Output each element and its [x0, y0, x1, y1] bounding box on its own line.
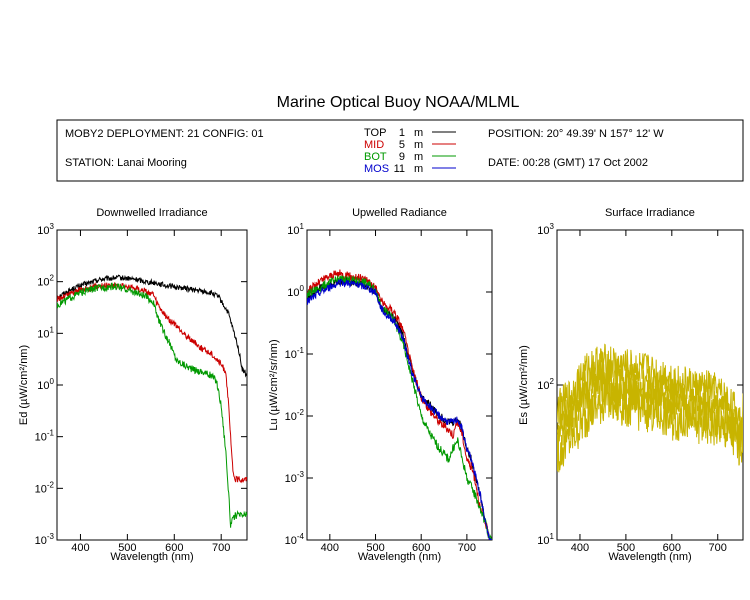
legend-depth: 11: [394, 163, 405, 175]
series-line: [57, 282, 247, 528]
series-line: [307, 274, 492, 540]
x-tick-label: 500: [118, 542, 136, 554]
deployment-label: MOBY2 DEPLOYMENT: 21 CONFIG: 01: [65, 128, 264, 140]
y-tick-label: 10-3: [285, 470, 305, 485]
legend-unit: m: [414, 127, 423, 139]
x-tick-label: 600: [165, 542, 183, 554]
plot-frame: [56, 229, 248, 541]
position-label: POSITION: 20° 49.39' N 157° 12' W: [488, 128, 664, 140]
panel-surface-irradiance: Surface Irradiance 400 500 600 700 101 102 103 W…: [518, 207, 744, 563]
panel-upwelled-radiance: Upwelled Radiance 400 500 600 700 10-4 10-3 10-…: [268, 207, 493, 563]
y-tick-label: 10-2: [35, 480, 55, 495]
y-tick-label: 103: [537, 222, 554, 237]
y-axis-label: Es (µW/cm²/nm): [518, 345, 530, 425]
y-axis-label: Ed (µW/cm²/nm): [18, 345, 30, 425]
y-tick-label: 10-4: [285, 532, 305, 547]
x-tick-label: 700: [709, 542, 727, 554]
panel-downwelled-irradiance: Downwelled Irradiance 400 500 600 700 10-3 10-…: [18, 207, 248, 563]
legend-unit: m: [414, 139, 423, 151]
legend-name: MOS: [364, 163, 389, 175]
x-axis-label: Wavelength (nm): [608, 551, 691, 563]
series-line: [307, 278, 492, 540]
y-tick-label: 10-2: [285, 408, 305, 423]
legend-unit: m: [414, 151, 423, 163]
series-line: [557, 378, 743, 473]
x-tick-label: 500: [617, 542, 635, 554]
y-tick-label: 103: [37, 222, 54, 237]
x-tick-label: 400: [321, 542, 339, 554]
chart-title: Surface Irradiance: [605, 207, 695, 219]
y-tick-label: 101: [37, 325, 54, 340]
date-label: DATE: 00:28 (GMT) 17 Oct 2002: [488, 157, 648, 169]
y-tick-label: 100: [287, 284, 304, 299]
legend-name: MID: [364, 139, 384, 151]
y-tick-label: 101: [287, 222, 304, 237]
x-tick-label: 400: [571, 542, 589, 554]
chart-title: Downwelled Irradiance: [96, 207, 207, 219]
plot-frame: [306, 229, 493, 541]
legend-depth: 9: [399, 151, 405, 163]
legend-depth: 5: [399, 139, 405, 151]
x-tick-label: 600: [663, 542, 681, 554]
legend-name: TOP: [364, 127, 386, 139]
x-tick-label: 700: [458, 542, 476, 554]
series-line: [307, 276, 492, 540]
y-tick-label: 100: [37, 377, 54, 392]
series-line: [307, 269, 492, 540]
y-axis-label: Lu (µW/cm²/sr/nm): [268, 339, 280, 430]
y-tick-label: 10-1: [285, 346, 305, 361]
station-label: STATION: Lanai Mooring: [65, 157, 187, 169]
x-axis-label: Wavelength (nm): [110, 551, 193, 563]
y-tick-label: 102: [537, 377, 554, 392]
figure-title: Marine Optical Buoy NOAA/MLML: [277, 94, 520, 111]
y-tick-label: 10-1: [35, 429, 55, 444]
x-tick-label: 400: [71, 542, 89, 554]
y-tick-label: 101: [537, 532, 554, 547]
legend-depth: 1: [399, 127, 405, 139]
x-tick-label: 500: [366, 542, 384, 554]
y-tick-label: 10-3: [35, 532, 55, 547]
info-box: MOBY2 DEPLOYMENT: 21 CONFIG: 01 STATION:…: [56, 119, 744, 182]
x-tick-label: 600: [412, 542, 430, 554]
legend-name: BOT: [364, 151, 387, 163]
series-line: [57, 281, 247, 484]
y-tick-label: 102: [37, 274, 54, 289]
series-line: [57, 274, 247, 378]
x-axis-label: Wavelength (nm): [358, 551, 441, 563]
legend-unit: m: [414, 163, 423, 175]
x-tick-label: 700: [212, 542, 230, 554]
chart-title: Upwelled Radiance: [352, 207, 447, 219]
